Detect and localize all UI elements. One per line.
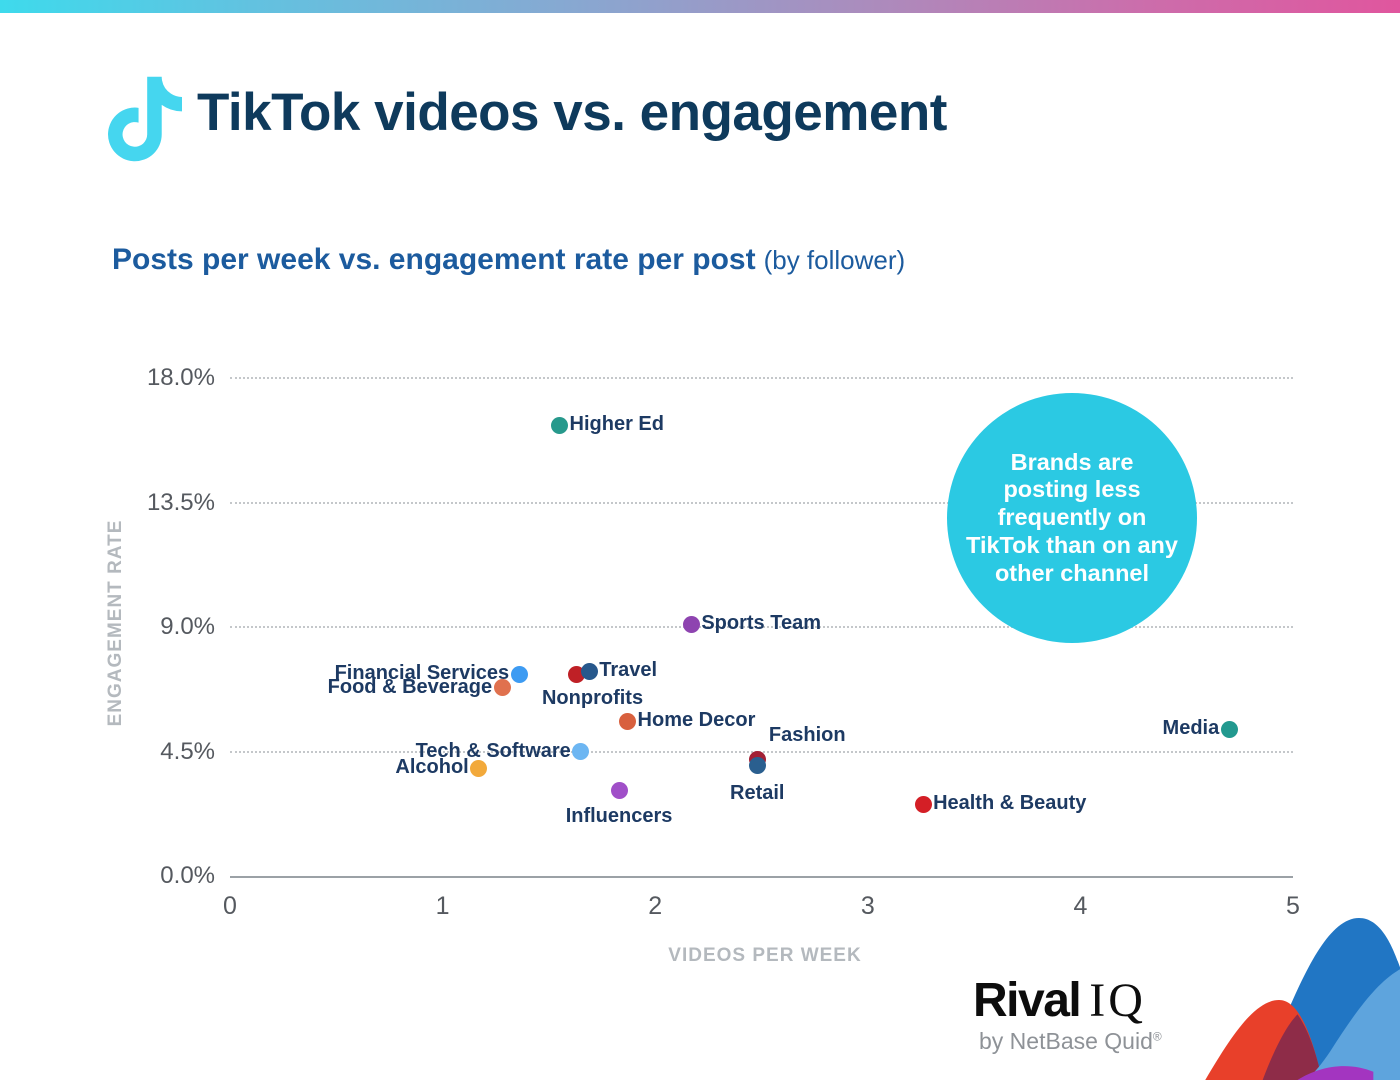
chart-subtitle: Posts per week vs. engagement rate per p…: [112, 243, 905, 277]
x-tick-label: 4: [1073, 892, 1088, 920]
point-label: Media: [1162, 717, 1220, 740]
point-label: Food & Beverage: [327, 675, 493, 698]
wave-lightblue: [1305, 969, 1400, 1080]
gridline-13.5%: [230, 501, 1293, 504]
point-label: Health & Beauty: [933, 791, 1087, 814]
logo-iq-text: IQ: [1089, 974, 1146, 1027]
x-tick-label: 2: [648, 892, 663, 920]
plot-area: Higher Ed Sports Team Financial Services Fo…: [230, 377, 1293, 878]
point-label: Influencers: [565, 805, 673, 828]
x-tick-label: 0: [223, 892, 237, 920]
x-axis-title: VIDEOS PER WEEK: [668, 945, 862, 966]
point-dot: [1220, 720, 1238, 738]
point-label: Sports Team: [701, 612, 821, 635]
callout-text: Brands are posting less frequently on Ti…: [966, 448, 1178, 586]
wave-red: [1205, 1000, 1323, 1080]
point-dot: [470, 759, 488, 777]
point-label: Nonprofits: [541, 687, 644, 710]
point-dot: [493, 679, 511, 697]
rivaliq-logo: Rival IQ by NetBase Quid®: [973, 974, 1162, 1055]
x-tick-label: 5: [1286, 892, 1300, 920]
wave-purple: [1297, 1066, 1374, 1080]
point-dot: [619, 712, 637, 730]
point-dot: [610, 781, 628, 799]
callout-bubble: Brands are posting less frequently on Ti…: [947, 393, 1197, 643]
page-title: TikTok videos vs. engagement: [197, 83, 947, 142]
gridline-9.0%: [230, 626, 1293, 628]
point-dot: [572, 743, 590, 760]
logo-byline-text: by NetBase Quid: [979, 1028, 1153, 1055]
point-label: Tech & Software: [415, 739, 571, 762]
point-dot: [914, 795, 932, 813]
x-tick-label: 1: [435, 892, 450, 920]
point-dot: [580, 662, 598, 680]
chart-subtitle-main: Posts per week vs. engagement rate per p…: [112, 243, 756, 276]
point-label: Travel: [599, 659, 658, 682]
point-label: Alcohol: [395, 755, 469, 778]
wave-maroon-overlap: [1262, 1014, 1323, 1080]
logo-rival-text: Rival: [973, 974, 1082, 1027]
logo-trademark: ®: [1152, 1029, 1162, 1044]
x-tick-label: 3: [860, 892, 875, 920]
rivaliq-wordmark: Rival IQ: [973, 974, 1162, 1027]
point-dot: [551, 416, 569, 434]
point-label: Retail: [730, 782, 785, 805]
point-label: Fashion: [768, 723, 846, 746]
chart-subtitle-suffix: (by follower): [763, 245, 906, 275]
gridline-18.0%: [230, 377, 1293, 379]
wave-darkblue: [1258, 918, 1400, 1080]
point-dot: [748, 756, 766, 774]
point-label: Higher Ed: [569, 412, 664, 435]
point-dot: [682, 615, 700, 633]
y-tick-label: 4.5%: [160, 737, 215, 765]
top-gradient-bar: [0, 0, 1400, 13]
y-tick-label: 9.0%: [160, 613, 215, 640]
point-label: Financial Services: [334, 661, 510, 684]
y-tick-label: 13.5%: [146, 488, 215, 516]
tiktok-icon: [108, 76, 182, 162]
y-tick-label: 18.0%: [146, 364, 215, 391]
logo-byline: by NetBase Quid®: [979, 1028, 1162, 1055]
point-dot: [510, 665, 528, 683]
y-tick-label: 0.0%: [160, 862, 215, 889]
point-label: Home Decor: [637, 708, 756, 731]
